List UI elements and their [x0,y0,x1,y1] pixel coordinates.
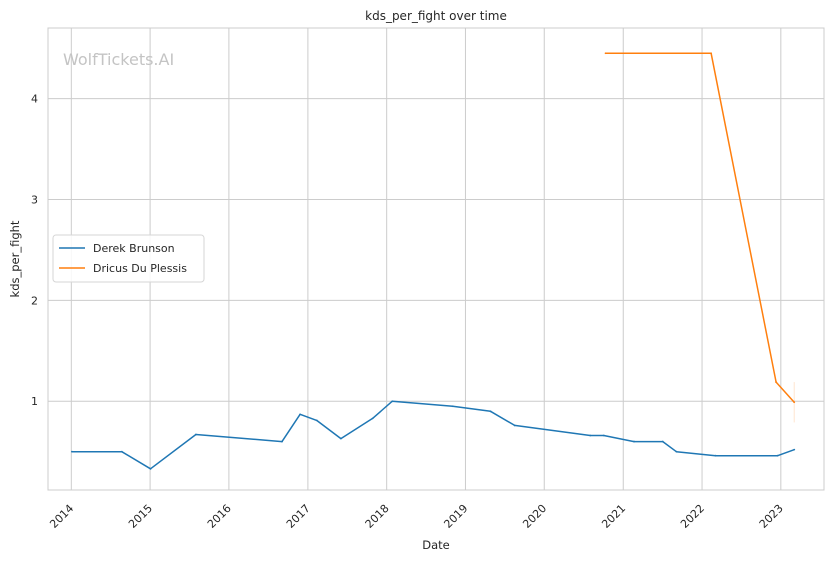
plot-frame [47,27,825,491]
data-point-dricus-du-plessis-3 [793,401,796,404]
data-point-derek-brunson-13 [589,434,592,437]
y-axis-label: kds_per_fight [8,220,22,297]
data-point-derek-brunson-20 [793,448,796,451]
legend-box [52,234,205,283]
legend-label-derek-brunson: Derek Brunson [93,242,175,255]
data-point-derek-brunson-11 [489,410,492,413]
data-point-derek-brunson-3 [194,433,197,436]
y-tick-label-3: 3 [31,193,38,206]
data-point-derek-brunson-18 [714,454,717,457]
data-point-derek-brunson-7 [340,437,342,440]
legend-label-dricus-du-plessis: Dricus Du Plessis [93,262,187,275]
data-point-derek-brunson-2 [149,467,152,470]
data-point-derek-brunson-0 [71,450,73,453]
y-tick-label-1: 1 [31,395,38,408]
data-point-dricus-du-plessis-1 [710,52,713,55]
data-point-derek-brunson-10 [451,405,454,408]
data-point-derek-brunson-15 [633,440,635,443]
data-point-derek-brunson-19 [776,454,779,457]
data-point-derek-brunson-17 [675,450,678,453]
legend: Derek Brunson Dricus Du Plessis [52,234,205,283]
series-lines [71,52,796,470]
x-axis-label: Date [422,538,450,552]
data-point-dricus-du-plessis-2 [775,381,777,383]
data-point-dricus-du-plessis-0 [604,52,607,55]
series-line-dricus-du-plessis [605,52,795,403]
watermark: WolfTickets.AI [63,50,174,69]
chart-title: kds_per_fight over time [365,9,507,23]
grid-lines [48,28,824,490]
data-point-derek-brunson-12 [513,424,516,427]
y-axis-ticks: 1 2 3 4 [31,93,38,409]
y-tick-label-2: 2 [31,294,38,307]
data-point-derek-brunson-16 [661,440,664,443]
data-point-derek-brunson-1 [120,450,123,453]
data-point-derek-brunson-5 [299,413,302,416]
data-point-derek-brunson-6 [315,419,318,422]
data-point-derek-brunson-8 [371,417,374,420]
y-tick-label-4: 4 [31,93,38,106]
data-point-derek-brunson-14 [602,434,605,437]
data-point-derek-brunson-9 [391,400,394,403]
data-point-derek-brunson-4 [281,440,283,443]
